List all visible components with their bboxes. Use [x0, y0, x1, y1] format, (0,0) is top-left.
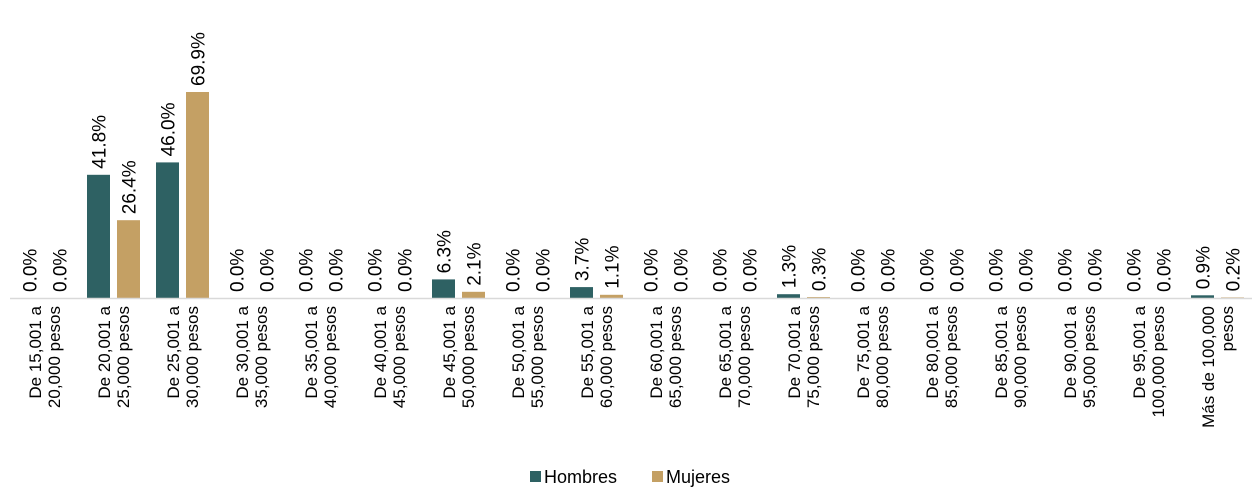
bar-hombres-1	[87, 174, 110, 298]
data-label-mujeres-5: 0.0%	[396, 249, 417, 292]
data-label-hombres-14: 0.0%	[987, 249, 1008, 292]
bar-hombres-2	[156, 162, 179, 298]
data-label-mujeres-0: 0.0%	[51, 249, 72, 292]
x-tick-label-1: De 20,001 a25,000 pesos	[95, 305, 133, 408]
data-label-hombres-17: 0.9%	[1194, 246, 1215, 289]
legend-label-mujeres: Mujeres	[666, 467, 730, 487]
x-tick-label-12: De 75,001 a80,000 pesos	[854, 305, 892, 408]
data-label-hombres-9: 0.0%	[642, 249, 663, 292]
x-tick-label-11: De 70,001 a75,000 pesos	[785, 305, 823, 408]
data-label-hombres-16: 0.0%	[1125, 249, 1146, 292]
data-label-mujeres-10: 0.0%	[741, 249, 762, 292]
data-label-mujeres-12: 0.0%	[879, 249, 900, 292]
x-tick-label-4: De 35,001 a40,000 pesos	[302, 305, 340, 408]
data-label-mujeres-16: 0.0%	[1155, 249, 1176, 292]
data-label-mujeres-17: 0.2%	[1224, 248, 1245, 291]
data-label-hombres-5: 0.0%	[366, 249, 387, 292]
data-label-hombres-8: 3.7%	[573, 238, 594, 281]
data-label-mujeres-14: 0.0%	[1017, 249, 1038, 292]
bar-mujeres-6	[462, 291, 485, 298]
bar-mujeres-8	[600, 294, 623, 298]
data-label-mujeres-11: 0.3%	[810, 248, 831, 291]
legend-label-hombres: Hombres	[544, 467, 617, 487]
data-label-hombres-4: 0.0%	[297, 249, 318, 292]
data-label-mujeres-4: 0.0%	[327, 249, 348, 292]
bar-mujeres-1	[117, 220, 140, 298]
legend-swatch-mujeres	[652, 471, 663, 482]
data-labels-layer: 0.0% 0.0% 41.8% 26.4% 46.0% 69.9% 0.0% 0.0% 0.0%…	[21, 32, 1245, 292]
data-label-mujeres-6: 2.1%	[465, 242, 486, 285]
data-label-hombres-0: 0.0%	[21, 249, 42, 292]
data-label-mujeres-7: 0.0%	[534, 249, 555, 292]
data-label-mujeres-1: 26.4%	[120, 160, 141, 214]
data-label-hombres-13: 0.0%	[918, 249, 939, 292]
bar-hombres-11	[777, 294, 800, 298]
data-label-hombres-1: 41.8%	[90, 115, 111, 169]
bars-layer	[87, 92, 1244, 298]
data-label-hombres-2: 46.0%	[159, 102, 180, 156]
bar-hombres-8	[570, 287, 593, 298]
bar-hombres-17	[1191, 295, 1214, 298]
legend: Hombres Mujeres	[530, 467, 730, 487]
x-tick-label-6: De 45,001 a50,000 pesos	[440, 305, 478, 408]
x-tick-label-17: Más de 100,000pesos	[1199, 306, 1237, 428]
x-tick-label-13: De 80,001 a85,000 pesos	[923, 305, 961, 408]
x-tick-label-8: De 55,001 a60,000 pesos	[578, 305, 616, 408]
x-tick-label-3: De 30,001 a35,000 pesos	[233, 305, 271, 408]
bar-hombres-6	[432, 279, 455, 298]
x-tick-label-5: De 40,001 a45,000 pesos	[371, 305, 409, 408]
data-label-mujeres-3: 0.0%	[258, 249, 279, 292]
x-tick-label-7: De 50,001 a55,000 pesos	[509, 305, 547, 408]
data-label-mujeres-9: 0.0%	[672, 249, 693, 292]
x-tick-labels-layer: De 15,001 a20,000 pesos De 20,001 a25,000…	[26, 305, 1237, 427]
bar-mujeres-17	[1221, 297, 1244, 298]
x-tick-label-9: De 60,001 a65,000 pesos	[647, 305, 685, 408]
data-label-mujeres-13: 0.0%	[948, 249, 969, 292]
x-tick-label-0: De 15,001 a20,000 pesos	[26, 305, 64, 408]
data-label-hombres-6: 6.3%	[435, 230, 456, 273]
data-label-hombres-12: 0.0%	[849, 249, 870, 292]
x-tick-label-15: De 90,001 a95,000 pesos	[1061, 305, 1099, 408]
x-tick-label-14: De 85,001 a90,000 pesos	[992, 305, 1030, 408]
data-label-mujeres-2: 69.9%	[189, 32, 210, 86]
data-label-hombres-10: 0.0%	[711, 249, 732, 292]
data-label-hombres-3: 0.0%	[228, 249, 249, 292]
data-label-hombres-7: 0.0%	[504, 249, 525, 292]
bar-mujeres-11	[807, 297, 830, 298]
bar-mujeres-2	[186, 92, 209, 298]
x-tick-label-2: De 25,001 a30,000 pesos	[164, 305, 202, 408]
x-tick-label-16: De 95,001 a100,000 pesos	[1130, 305, 1168, 417]
data-label-mujeres-8: 1.1%	[603, 245, 624, 288]
data-label-hombres-11: 1.3%	[780, 245, 801, 288]
data-label-hombres-15: 0.0%	[1056, 249, 1077, 292]
legend-swatch-hombres	[530, 471, 541, 482]
x-tick-label-10: De 65,001 a70,000 pesos	[716, 305, 754, 408]
data-label-mujeres-15: 0.0%	[1086, 249, 1107, 292]
